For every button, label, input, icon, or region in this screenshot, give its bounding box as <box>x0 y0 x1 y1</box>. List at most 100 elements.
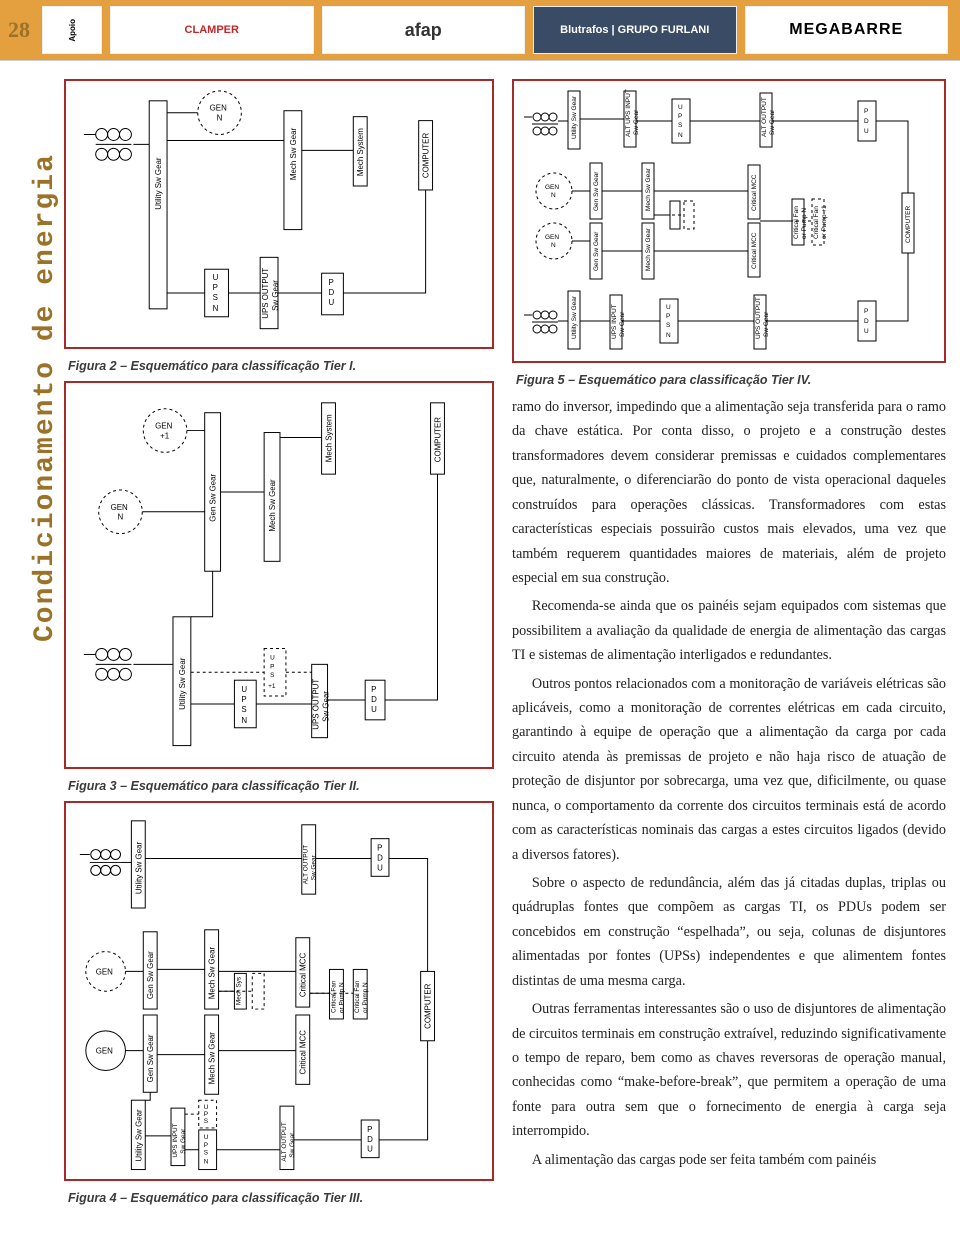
svg-text:S: S <box>204 1150 208 1157</box>
header: 28 Apoio CLAMPER afap Blutrafos | GRUPO … <box>0 0 960 61</box>
svg-text:ALT OUTPUT: ALT OUTPUT <box>303 845 310 884</box>
svg-text:U: U <box>864 128 869 135</box>
svg-text:S: S <box>666 322 671 329</box>
figure-4-svg: Utility Sw Gear GEN GEN Gen Sw Gear Gen … <box>66 803 492 1179</box>
svg-text:Mech Sw Gear: Mech Sw Gear <box>645 167 652 211</box>
para-5: Outras ferramentas interessantes são o u… <box>512 997 946 1144</box>
body-text: ramo do inversor, impedindo que a alimen… <box>512 395 946 1172</box>
lbl-utility-sw-gear: Utility Sw Gear <box>154 157 163 210</box>
svg-text:ALT OUTPUT: ALT OUTPUT <box>281 1122 288 1161</box>
svg-text:U: U <box>329 298 335 307</box>
right-column: Utility Sw Gear Utility Sw Gear GENN GEN… <box>512 79 946 1213</box>
sidebar: Condicionamento de energia <box>0 82 44 1242</box>
svg-text:Sw Gear: Sw Gear <box>619 311 626 337</box>
svg-text:S: S <box>241 705 246 714</box>
svg-text:GEN: GEN <box>545 184 559 191</box>
svg-text:U: U <box>270 654 275 661</box>
caption-fig5: Figura 5 – Esquemático para classificaçã… <box>512 371 946 395</box>
svg-text:P: P <box>329 278 334 287</box>
page-body: Utility Sw Gear GEN N Mech Sw Gear Mech … <box>50 61 960 1231</box>
svg-text:N: N <box>678 132 683 139</box>
svg-text:S: S <box>204 1118 208 1125</box>
svg-text:or Pump +1: or Pump +1 <box>821 205 828 239</box>
lbl-mech-sw-gear: Mech Sw Gear <box>289 127 298 180</box>
svg-text:P: P <box>678 113 682 120</box>
svg-text:P: P <box>864 308 868 315</box>
svg-text:U: U <box>213 273 219 282</box>
svg-text:GEN: GEN <box>96 1047 113 1056</box>
lbl-computer: COMPUTER <box>422 133 431 179</box>
left-column: Utility Sw Gear GEN N Mech Sw Gear Mech … <box>64 79 494 1213</box>
svg-text:P: P <box>864 108 868 115</box>
svg-text:UPS OUTPUT: UPS OUTPUT <box>312 679 321 730</box>
svg-text:D: D <box>371 695 377 704</box>
svg-text:N: N <box>217 114 223 123</box>
svg-text:ALT OUTPUT: ALT OUTPUT <box>761 97 768 137</box>
svg-text:Critical Fan: Critical Fan <box>793 206 800 239</box>
para-3: Outros pontos relacionados com a monitor… <box>512 672 946 867</box>
svg-text:or Pump N: or Pump N <box>362 982 369 1013</box>
svg-text:U: U <box>666 304 671 311</box>
svg-text:UPS OUTPUT: UPS OUTPUT <box>261 268 270 319</box>
svg-text:GEN: GEN <box>111 503 128 512</box>
svg-text:D: D <box>377 853 383 862</box>
svg-text:+1: +1 <box>268 683 276 690</box>
svg-text:N: N <box>666 332 671 339</box>
logo-clamper: CLAMPER <box>110 6 314 54</box>
svg-text:D: D <box>329 288 335 297</box>
svg-text:+1: +1 <box>160 431 170 440</box>
caption-fig3: Figura 3 – Esquemático para classificaçã… <box>64 777 494 801</box>
svg-text:Sw Gear: Sw Gear <box>763 311 770 337</box>
page-number: 28 <box>8 17 38 43</box>
svg-text:S: S <box>678 122 683 129</box>
svg-text:P: P <box>377 844 382 853</box>
lbl-gen-n: GEN <box>210 104 227 113</box>
svg-text:S: S <box>213 293 218 302</box>
svg-text:Utility Sw Gear: Utility Sw Gear <box>134 841 143 894</box>
svg-text:U: U <box>367 1145 373 1154</box>
svg-text:Utility Sw Gear: Utility Sw Gear <box>178 657 187 710</box>
logo-blutrafos: Blutrafos | GRUPO FURLANI <box>533 6 737 54</box>
svg-text:Critical Fan: Critical Fan <box>354 980 361 1013</box>
figure-4: Utility Sw Gear GEN GEN Gen Sw Gear Gen … <box>64 801 494 1181</box>
svg-text:U: U <box>377 863 383 872</box>
svg-text:COMPUTER: COMPUTER <box>424 983 433 1029</box>
svg-text:Gen Sw Gear: Gen Sw Gear <box>146 1034 155 1082</box>
svg-text:Utility Sw Gear: Utility Sw Gear <box>571 95 578 139</box>
svg-text:Mech Sw Gear: Mech Sw Gear <box>208 1032 217 1085</box>
para-6: A alimentação das cargas pode ser feita … <box>512 1148 946 1172</box>
svg-text:Gen Sw Gear: Gen Sw Gear <box>593 171 600 211</box>
svg-text:or Pump N: or Pump N <box>801 208 808 239</box>
svg-text:Sw Gear: Sw Gear <box>322 691 331 722</box>
svg-text:UPS OUTPUT: UPS OUTPUT <box>755 297 762 339</box>
svg-text:N: N <box>118 513 124 522</box>
svg-text:Sw Gear: Sw Gear <box>769 109 776 135</box>
svg-text:COMPUTER: COMPUTER <box>433 417 442 463</box>
svg-text:Sw Gear: Sw Gear <box>271 280 280 311</box>
figure-3: GENN GEN+1 Gen Sw Gear Utility Sw Gear <box>64 381 494 769</box>
svg-text:Sw Gear: Sw Gear <box>289 1132 296 1158</box>
svg-text:U: U <box>678 104 683 111</box>
lbl-mech-system: Mech System <box>356 128 365 176</box>
svg-text:Mech Sw Gear: Mech Sw Gear <box>268 479 277 532</box>
apoio-label: Apoio <box>68 19 77 42</box>
svg-text:P: P <box>270 663 274 670</box>
svg-text:Mech Sw Gear: Mech Sw Gear <box>645 227 652 271</box>
logo-megabarre: MEGABARRE <box>745 6 949 54</box>
figure-2-svg: Utility Sw Gear GEN N Mech Sw Gear Mech … <box>66 81 492 348</box>
svg-text:P: P <box>666 313 670 320</box>
svg-text:D: D <box>367 1135 373 1144</box>
svg-text:U: U <box>204 1134 209 1141</box>
svg-text:Utility Sw Gear: Utility Sw Gear <box>571 295 578 339</box>
svg-text:Critical MCC: Critical MCC <box>299 953 308 998</box>
svg-text:P: P <box>241 695 246 704</box>
logo-apoio: Apoio <box>42 6 102 54</box>
svg-text:S: S <box>270 672 274 679</box>
svg-text:P: P <box>371 685 376 694</box>
svg-text:P: P <box>213 283 218 292</box>
svg-text:U: U <box>241 685 247 694</box>
svg-text:Critical MCC: Critical MCC <box>751 232 758 269</box>
svg-text:N: N <box>204 1159 209 1166</box>
svg-text:Sw Gear: Sw Gear <box>633 109 640 135</box>
svg-text:or Pump N: or Pump N <box>338 982 345 1013</box>
